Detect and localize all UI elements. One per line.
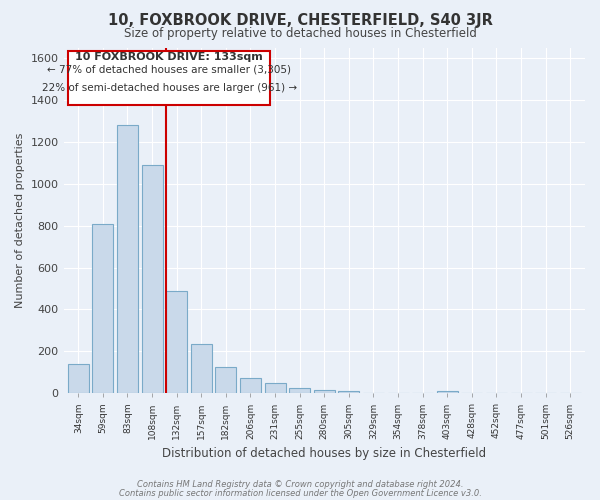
Bar <box>142 165 163 394</box>
Bar <box>166 290 187 394</box>
Y-axis label: Number of detached properties: Number of detached properties <box>15 132 25 308</box>
Bar <box>265 383 286 394</box>
Text: ← 77% of detached houses are smaller (3,305): ← 77% of detached houses are smaller (3,… <box>47 65 292 75</box>
Bar <box>289 388 310 394</box>
Bar <box>191 344 212 394</box>
Bar <box>240 378 261 394</box>
X-axis label: Distribution of detached houses by size in Chesterfield: Distribution of detached houses by size … <box>162 447 487 460</box>
Bar <box>437 391 458 394</box>
Text: 10, FOXBROOK DRIVE, CHESTERFIELD, S40 3JR: 10, FOXBROOK DRIVE, CHESTERFIELD, S40 3J… <box>107 12 493 28</box>
Bar <box>215 367 236 394</box>
Bar <box>338 391 359 394</box>
Bar <box>117 125 138 394</box>
Text: 10 FOXBROOK DRIVE: 133sqm: 10 FOXBROOK DRIVE: 133sqm <box>76 52 263 62</box>
Text: Contains HM Land Registry data © Crown copyright and database right 2024.: Contains HM Land Registry data © Crown c… <box>137 480 463 489</box>
Text: Size of property relative to detached houses in Chesterfield: Size of property relative to detached ho… <box>124 28 476 40</box>
FancyBboxPatch shape <box>68 50 270 105</box>
Bar <box>92 224 113 394</box>
Text: Contains public sector information licensed under the Open Government Licence v3: Contains public sector information licen… <box>119 488 481 498</box>
Bar <box>314 390 335 394</box>
Text: 22% of semi-detached houses are larger (961) →: 22% of semi-detached houses are larger (… <box>42 83 297 93</box>
Bar <box>68 364 89 394</box>
